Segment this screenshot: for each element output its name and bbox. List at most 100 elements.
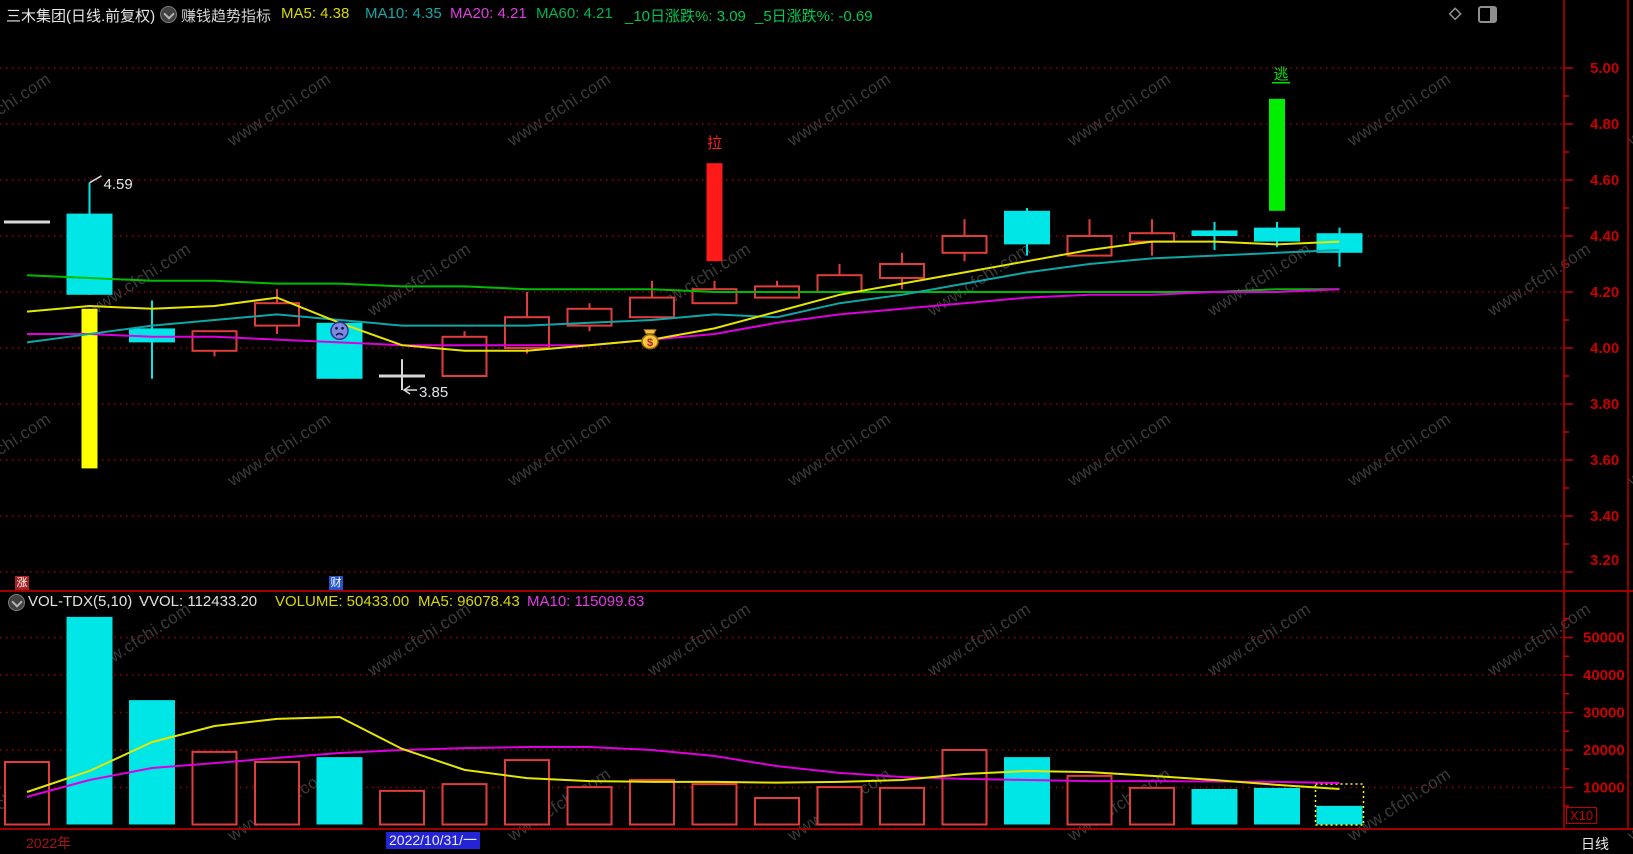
volume-bar [441,783,488,826]
candle-flat-dash [379,374,425,378]
sad-face-icon [330,321,349,341]
ma5-line [26,240,1340,352]
price-tick-label: 3.60 [1590,452,1619,469]
volume-bar [941,749,988,826]
ma5-value: MA5: 4.38 [281,5,350,22]
volume-multiplier-label: X10 [1566,807,1598,824]
flee-signal-bar [1269,98,1285,211]
year-label: 2022年 [26,835,72,851]
price-tick-label: 3.80 [1590,396,1619,413]
volume-ma5-value: MA5: 96078.43 [418,593,520,610]
price-tick-label: 4.00 [1590,340,1619,357]
change-5d-value: _5日涨跌%: -0.69 [755,8,873,25]
volume-bar [316,757,363,825]
diamond-icon[interactable]: ◇ [1449,5,1462,22]
main-chart-header: 三木集团(日线.前复权) 赚钱趋势指标 MA5: 4.38 MA10: 4.35… [0,0,1633,27]
price-tick-label: 3.40 [1590,508,1619,525]
indicator-name[interactable]: 赚钱趋势指标 [181,8,272,25]
candle-body [1129,232,1175,243]
ma10-line [26,249,1340,344]
candle-body [129,328,175,343]
candle-body [879,263,925,279]
ma20-value: MA20: 4.21 [450,5,527,22]
volume-ma10-line [26,746,1340,798]
candle-body [1191,230,1238,236]
volume-bar [504,759,550,826]
candle-body [441,335,488,377]
volume-bar [254,761,300,826]
volume-bar [1316,805,1363,825]
collapse-volume-icon[interactable] [8,594,25,611]
rise-badge: 涨 [15,576,29,590]
volume-ma10-value: MA10: 115099.63 [527,593,645,610]
current-date-label: 2022/10/31/一 [386,832,480,849]
price-tick-label: 3.20 [1590,552,1619,569]
low-annotation-label: 3.85 [419,384,448,401]
volume-bar [1066,774,1113,826]
volume-header: VOL-TDX(5,10) VVOL: 112433.20 VOLUME: 50… [0,592,1633,612]
candle-body [1066,235,1113,257]
price-tick-label: 5.00 [1590,60,1619,77]
sad-face-eye [341,326,344,330]
sad-face-eye [335,326,338,330]
candle-flat-dash [4,220,50,224]
money-bag-icon [641,333,659,350]
candle-body [941,235,988,254]
volume-bar [566,786,613,826]
volume-bar [1191,789,1238,825]
volume-bar [629,779,675,826]
price-tick-label: 4.40 [1590,228,1619,245]
price-tick-label: 4.60 [1590,172,1619,189]
pull-signal-bar [706,163,723,262]
volume-value: VOLUME: 50433.00 [275,593,410,610]
high-annotation-label: 4.59 [104,176,133,193]
sad-face-mouth [335,332,344,336]
candle-body [1254,227,1300,242]
volume-bar [816,786,863,826]
wealth-badge: 财 [329,576,343,590]
candle-body [504,316,550,350]
change-10d-value: _10日涨跌%: 3.09 [625,8,746,25]
volume-tick-label: 30000 [1583,705,1625,722]
volume-bar [754,797,800,826]
money-bag-dollar: $ [647,337,653,349]
stock-title: 三木集团(日线.前复权) [6,8,156,25]
collapse-indicator-icon[interactable] [160,6,177,23]
volume-bar [66,616,113,825]
ma20-line [27,288,1340,347]
panel-layout-icon[interactable] [1478,6,1497,23]
vvol-value: VVOL: 112433.20 [139,593,258,610]
pull-label: 拉 [707,135,722,152]
volume-tick-label: 20000 [1583,742,1625,759]
volume-bar [879,786,925,826]
volume-tick-label: 50000 [1583,630,1625,647]
ma10-value: MA10: 4.35 [365,5,442,22]
candle-body [66,213,113,295]
candle-body [191,330,238,352]
candle-body [629,296,675,319]
price-tick-label: 4.80 [1590,116,1619,133]
money-bag-tie [643,329,657,335]
ma60-line [26,274,1340,293]
volume-indicator-name[interactable]: VOL-TDX(5,10) [28,593,133,610]
warn-signal-bar [81,308,98,469]
flee-label: 逃 [1273,66,1288,83]
volume-bar [1254,787,1300,825]
volume-tick-label: 40000 [1583,667,1625,684]
low-annotation-arrow [402,385,411,395]
candle-body [816,274,863,294]
volume-bar [129,700,175,825]
volume-ma5-line [26,715,1340,793]
ma60-value: MA60: 4.21 [536,5,613,22]
volume-tick-label: 10000 [1583,780,1625,797]
volume-bar [1129,786,1175,826]
price-tick-label: 4.20 [1590,284,1619,301]
candle-body [1316,233,1363,253]
volume-bar [691,783,738,826]
period-label[interactable]: 日线 [1581,836,1609,852]
volume-bar [379,789,425,826]
volume-bar [1004,757,1050,825]
high-annotation-line [89,175,102,184]
candle-body [1004,210,1050,245]
